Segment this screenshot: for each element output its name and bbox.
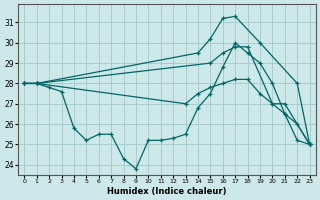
X-axis label: Humidex (Indice chaleur): Humidex (Indice chaleur) xyxy=(107,187,227,196)
